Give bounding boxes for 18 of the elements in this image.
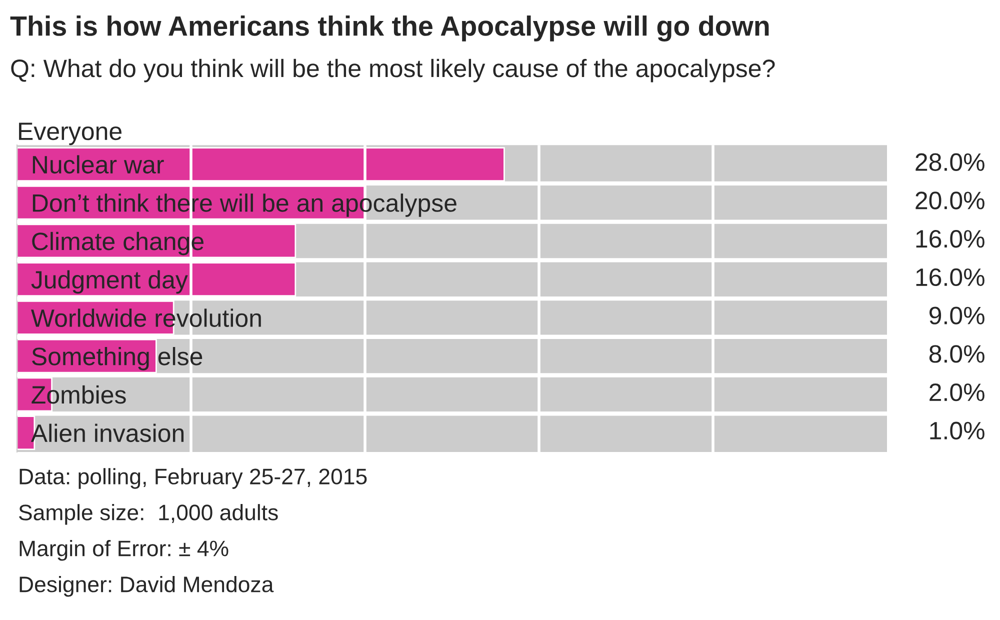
- data-label: 9.0%: [930, 306, 984, 324]
- data-label: 1.0%: [930, 422, 984, 440]
- text: Sample size: 1,000 adults: [19, 504, 278, 525]
- data-label: 2.0%: [930, 383, 984, 402]
- chart-subtitle: Q: What do you think will be the most likely cause of the apocalypse?: [11, 58, 775, 82]
- text: Designer: David Mendoza: [20, 576, 274, 597]
- text: Margin of Error: ± 4%: [20, 540, 228, 561]
- data-label: 20.0%: [916, 192, 984, 210]
- text: Data: polling, February 25-27, 2015: [20, 468, 367, 489]
- data-label: 16.0%: [916, 230, 984, 248]
- data-label: 28.0%: [916, 153, 984, 171]
- y-axis-title: Everyone: [19, 122, 122, 146]
- data-label: 8.0%: [929, 345, 984, 363]
- y-tick-label: Something else: [32, 347, 202, 370]
- y-tick-label: Judgment day: [31, 270, 188, 294]
- chart-title: This is how Americans think the Apocalypse will go down: [10, 16, 769, 42]
- y-tick-label: Nuclear war: [32, 155, 164, 174]
- data-label: 16.0%: [916, 268, 984, 286]
